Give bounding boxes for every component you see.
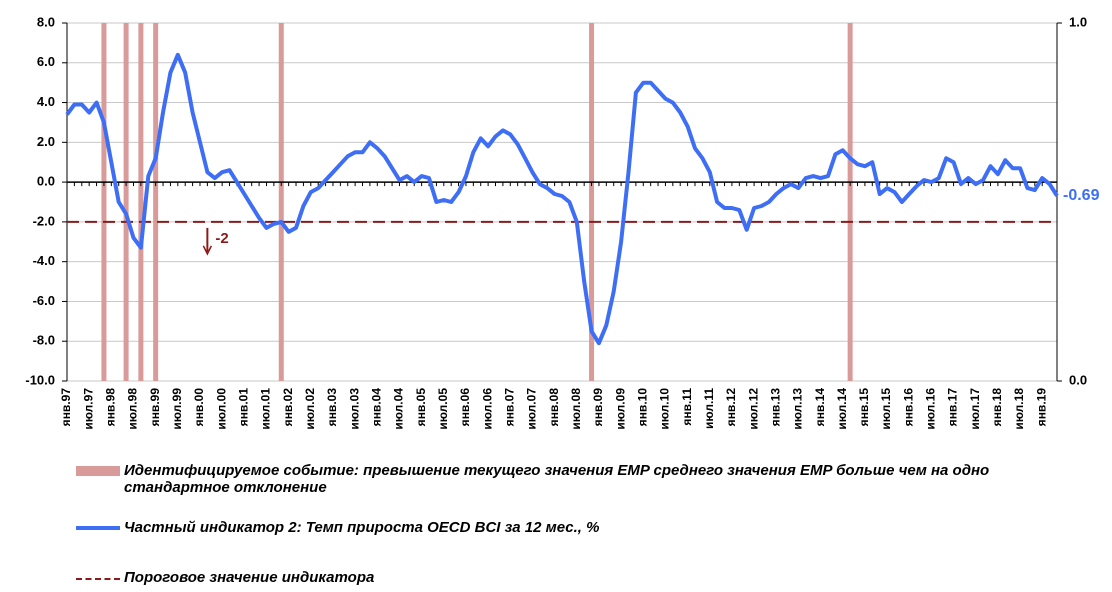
- x-tick-label: янв.12: [724, 388, 738, 427]
- x-tick-label: янв.19: [1034, 388, 1048, 427]
- y-tick-label: 4.0: [37, 94, 55, 109]
- legend-label: Частный индикатор 2: Темп прироста OECD …: [124, 519, 600, 536]
- legend-swatch: [76, 578, 120, 580]
- chart: -10.0 -8.0 -6.0 -4.0 -2.0 0.0 2.0 4.0 6.0 8.0 0.0 1…: [25, 14, 1100, 430]
- x-tick-label: июл.02: [303, 388, 317, 430]
- x-tick-label: июл.14: [835, 388, 849, 430]
- y-tick-label: -4.0: [33, 253, 55, 268]
- data-line: [65, 52, 1059, 346]
- event-bar: [847, 23, 853, 381]
- x-tick-label: янв.97: [59, 388, 73, 427]
- x-tick-label: июл.09: [613, 388, 627, 430]
- x-tick-label: янв.18: [990, 388, 1004, 427]
- x-tick-label: июл.99: [170, 388, 184, 430]
- x-tick-label: июл.11: [702, 388, 716, 429]
- event-bar: [589, 23, 595, 381]
- event-bar: [123, 23, 129, 381]
- event-bar: [153, 23, 159, 381]
- threshold-label: -2: [215, 230, 228, 247]
- last-value-label: -0.69: [1063, 187, 1100, 204]
- x-tick-label: июл.00: [214, 388, 228, 430]
- x-tick-label: июл.98: [126, 388, 140, 430]
- x-tick-label: янв.02: [281, 388, 295, 427]
- x-tick-label: янв.08: [547, 388, 561, 427]
- x-tick-label: июл.10: [658, 388, 672, 430]
- x-tick-label: июл.07: [525, 388, 539, 430]
- x-tick-label: июл.13: [791, 388, 805, 430]
- legend-item: Пороговое значение индикатора: [76, 569, 374, 586]
- legend-label: Идентифицируемое событие: превышение тек…: [124, 462, 990, 496]
- x-tick-label: июл.17: [968, 388, 982, 430]
- x-tick-label: янв.11: [680, 388, 694, 426]
- x-tick-label: июл.12: [746, 388, 760, 430]
- x-tick-label: июл.03: [347, 388, 361, 430]
- x-tick-label: июл.01: [259, 388, 273, 430]
- x-tick-label: июл.97: [81, 388, 95, 430]
- x-tick-label: янв.14: [813, 388, 827, 427]
- y-tick-label: -8.0: [33, 333, 55, 348]
- x-tick-label: янв.03: [325, 388, 339, 427]
- x-tick-label: янв.05: [414, 388, 428, 427]
- x-tick-label: янв.16: [901, 388, 915, 427]
- y-tick-label: 2.0: [37, 134, 55, 149]
- y-tick-label: -10.0: [25, 372, 55, 387]
- x-tick-label: июл.16: [924, 388, 938, 430]
- x-tick-label: янв.07: [502, 388, 516, 427]
- x-tick-label: янв.13: [768, 388, 782, 427]
- x-tick-label: янв.01: [236, 388, 250, 427]
- legend-item: Идентифицируемое событие: превышение тек…: [76, 462, 1056, 496]
- x-tick-label: янв.09: [591, 388, 605, 427]
- y-tick-label: -2.0: [33, 213, 55, 228]
- x-tick-label: янв.99: [148, 388, 162, 427]
- y2-tick-label: 1.0: [1069, 14, 1087, 29]
- event-bar: [101, 23, 107, 381]
- y2-tick-label: 0.0: [1069, 372, 1087, 387]
- x-tick-label: янв.06: [458, 388, 472, 427]
- threshold-arrowhead: [202, 245, 213, 256]
- x-tick-label: июл.15: [879, 388, 893, 430]
- x-tick-label: янв.15: [857, 388, 871, 427]
- x-tick-label: июл.05: [436, 388, 450, 430]
- event-bar: [278, 23, 284, 381]
- x-tick-label: янв.98: [104, 388, 118, 427]
- x-tick-label: июл.18: [1012, 388, 1026, 430]
- x-tick-label: июл.08: [569, 388, 583, 430]
- x-tick-label: янв.00: [192, 388, 206, 427]
- y-tick-label: 8.0: [37, 14, 55, 29]
- legend-item: Частный индикатор 2: Темп прироста OECD …: [76, 519, 599, 536]
- x-tick-label: июл.06: [480, 388, 494, 430]
- y-tick-label: 0.0: [37, 174, 55, 189]
- legend-swatch: [76, 466, 120, 476]
- y-tick-label: -6.0: [33, 293, 55, 308]
- legend-label: Пороговое значение индикатора: [124, 569, 375, 586]
- legend-swatch: [76, 526, 120, 530]
- x-tick-label: июл.04: [392, 388, 406, 430]
- x-tick-label: янв.04: [369, 388, 383, 427]
- x-tick-label: янв.10: [635, 388, 649, 427]
- x-tick-label: янв.17: [946, 388, 960, 427]
- event-bar: [138, 23, 144, 381]
- y-tick-label: 6.0: [37, 54, 55, 69]
